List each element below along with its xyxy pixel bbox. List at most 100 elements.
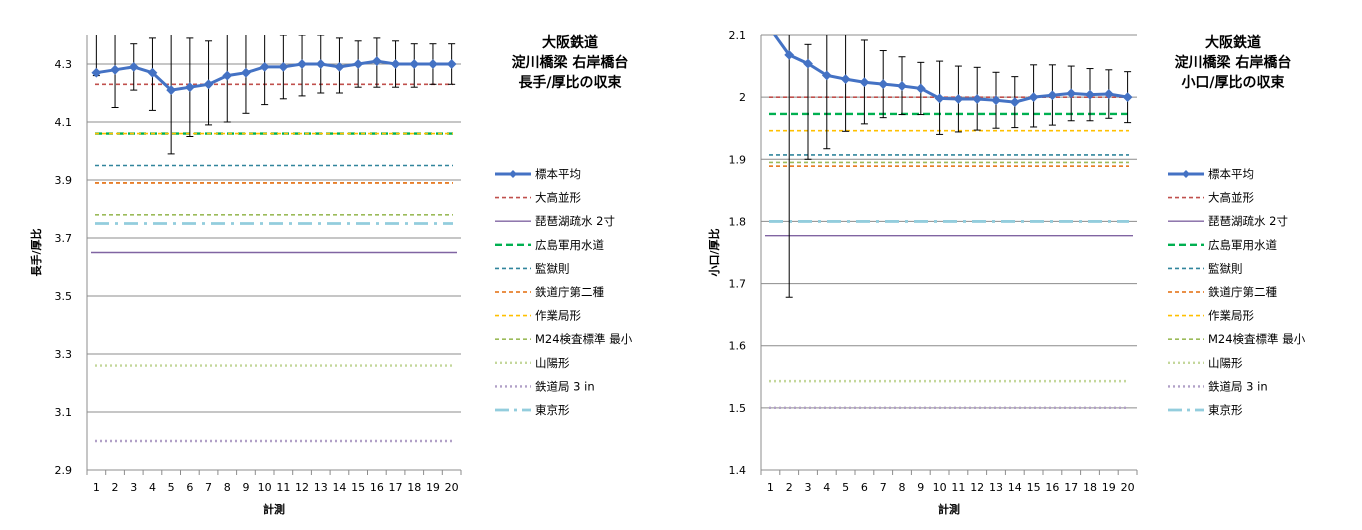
legend-label: 東京形 (1208, 403, 1243, 417)
x-tick-label: 8 (224, 481, 231, 494)
y-tick-label: 4.3 (55, 58, 73, 71)
data-point (1066, 88, 1077, 99)
legend-label: 作業局形 (535, 309, 581, 323)
chart-title: 大阪鉄道 (1205, 34, 1261, 51)
data-point (1047, 90, 1058, 101)
data-point (222, 70, 233, 81)
data-point (878, 79, 889, 89)
x-tick-label: 1 (767, 481, 774, 494)
data-point (184, 82, 195, 93)
x-tick-label: 11 (276, 481, 290, 494)
data-point (409, 59, 420, 69)
data-point (203, 79, 214, 90)
legend-label: 広島軍用水道 (1208, 238, 1277, 252)
x-tick-label: 5 (168, 481, 175, 494)
x-tick-label: 10 (933, 481, 947, 494)
data-point (972, 94, 983, 104)
x-tick-label: 2 (112, 481, 119, 494)
data-point (934, 93, 945, 104)
legend-label: 鉄道局 3 in (535, 379, 595, 393)
data-point (821, 70, 832, 81)
data-point (128, 61, 139, 72)
data-point (1085, 89, 1095, 100)
legend-label: M24検査標準 最小 (1208, 332, 1306, 346)
data-point (803, 58, 813, 69)
chart-title: 淀川橋梁 右岸橋台 (512, 54, 629, 71)
x-tick-label: 5 (842, 481, 849, 494)
data-point (110, 64, 120, 75)
y-tick-label: 1.5 (729, 402, 747, 415)
data-point (1122, 92, 1133, 103)
x-tick-label: 6 (186, 481, 193, 494)
data-point (840, 74, 851, 85)
y-tick-label: 2.9 (55, 464, 73, 477)
legend-label: 監獄則 (1208, 261, 1243, 275)
x-tick-label: 4 (823, 481, 830, 494)
x-tick-label: 16 (1045, 481, 1059, 494)
data-point (1009, 97, 1020, 108)
plot-area (91, 35, 457, 443)
x-axis-label: 計測 (263, 502, 285, 516)
y-tick-label: 3.3 (55, 348, 73, 361)
x-tick-label: 18 (407, 481, 421, 494)
data-point (897, 81, 907, 91)
legend-label: 琵琶湖疏水 2寸 (1208, 214, 1288, 228)
x-tick-label: 17 (389, 481, 403, 494)
x-tick-label: 11 (951, 481, 965, 494)
data-point (259, 61, 270, 72)
data-point (315, 59, 326, 69)
legend-marker (509, 170, 517, 178)
y-tick-label: 3.7 (55, 232, 73, 245)
chart-1: 2.93.13.33.53.73.94.14.31 2 3 4 5 6 7 8 9 10 11 12 1… (29, 34, 633, 516)
x-tick-label: 15 (351, 481, 365, 494)
y-tick-label: 1.6 (729, 340, 747, 353)
legend-label: 監獄則 (535, 261, 570, 275)
x-tick-label: 14 (332, 481, 346, 494)
x-tick-label: 20 (445, 481, 459, 494)
y-tick-label: 3.5 (55, 290, 73, 303)
data-point (390, 59, 401, 69)
data-point (297, 59, 307, 69)
y-tick-label: 4.1 (55, 116, 73, 129)
x-tick-label: 6 (861, 481, 868, 494)
legend-label: 山陽形 (535, 356, 570, 370)
x-tick-label: 18 (1083, 481, 1097, 494)
x-tick-label: 9 (917, 481, 924, 494)
legend-label: 大高並形 (1208, 191, 1254, 205)
y-tick-label: 1.7 (729, 278, 747, 291)
data-point (446, 59, 457, 69)
data-point (953, 94, 964, 104)
legend-label: 山陽形 (1208, 356, 1243, 370)
data-point (1103, 89, 1114, 99)
x-tick-label: 9 (242, 481, 249, 494)
x-tick-label: 20 (1121, 481, 1135, 494)
y-tick-label: 1.8 (729, 215, 747, 228)
x-tick-label: 16 (370, 481, 384, 494)
x-tick-label: 3 (805, 481, 812, 494)
y-tick-label: 1.9 (729, 153, 747, 166)
chart-title: 小口/厚比の収束 (1181, 74, 1285, 91)
x-tick-label: 8 (899, 481, 906, 494)
legend-label: 作業局形 (1208, 309, 1254, 323)
legend-label: 標本平均 (535, 167, 581, 181)
data-point (915, 83, 926, 94)
data-point (147, 67, 158, 78)
x-tick-label: 12 (970, 481, 984, 494)
x-tick-label: 15 (1027, 481, 1041, 494)
y-tick-label: 2.1 (729, 29, 747, 42)
data-point (91, 67, 102, 78)
data-point (166, 85, 177, 96)
legend-label: 大高並形 (535, 191, 581, 205)
x-tick-label: 14 (1008, 481, 1022, 494)
legend-label: 琵琶湖疏水 2寸 (535, 214, 615, 228)
y-tick-label: 1.4 (729, 464, 747, 477)
x-tick-label: 4 (149, 481, 156, 494)
data-point (991, 95, 1001, 106)
data-point (371, 56, 382, 67)
y-tick-label: 3.1 (55, 406, 73, 419)
y-axis-label: 長手/厚比 (29, 228, 43, 276)
data-point (241, 67, 251, 78)
